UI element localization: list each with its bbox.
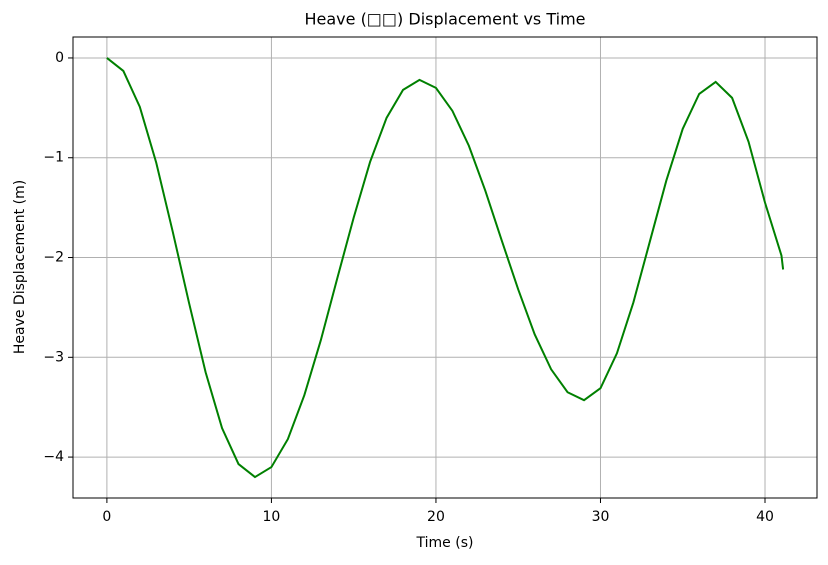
data-line: [106, 57, 785, 479]
x-tick-label: 40: [756, 509, 774, 525]
x-tick-label: 20: [427, 509, 445, 525]
y-tick-label: −3: [43, 349, 64, 365]
y-tick-label: −4: [43, 449, 64, 465]
x-axis-label: Time (s): [416, 535, 474, 551]
x-tick-label: 0: [102, 509, 111, 525]
y-axis-label: Heave Displacement (m): [12, 180, 28, 354]
y-tick-label: −1: [43, 150, 64, 166]
plot-frame: [72, 36, 818, 499]
y-tick-label: −2: [43, 250, 64, 266]
x-tick-label: 10: [263, 509, 281, 525]
x-tick-label: 30: [592, 509, 610, 525]
chart-title: Heave (□□) Displacement vs Time: [304, 10, 585, 29]
y-tick-label: 0: [55, 50, 64, 66]
